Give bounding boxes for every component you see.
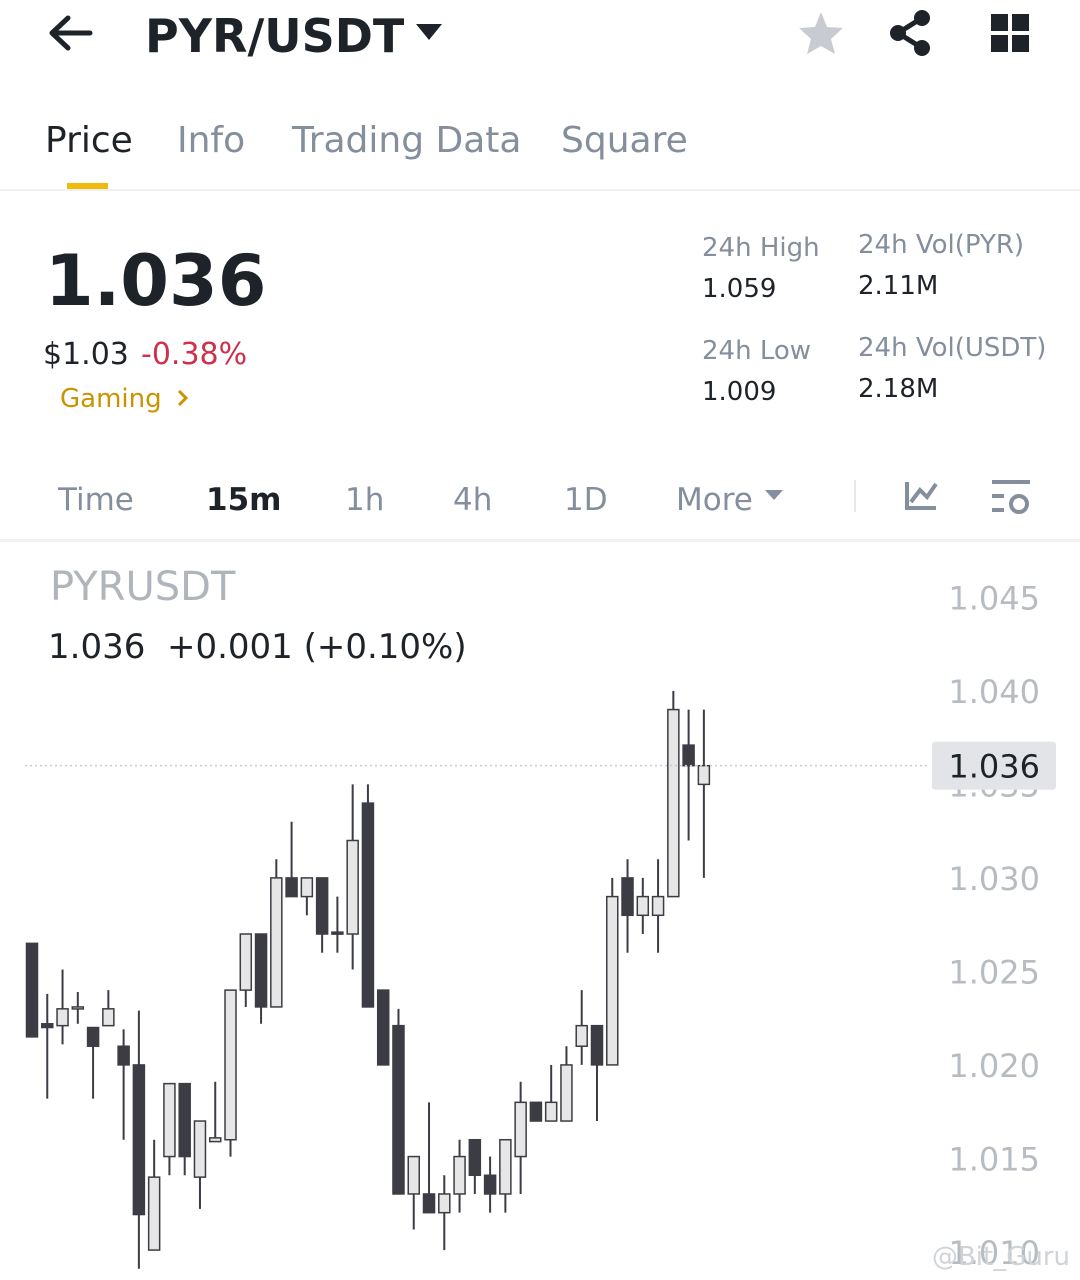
candle-body: [41, 1023, 54, 1029]
interval[interactable]: 15m: [206, 482, 281, 518]
candle-body: [25, 942, 39, 1038]
last-price-label: 1.036: [948, 748, 1040, 786]
candle-body: [132, 1064, 146, 1216]
interval[interactable]: More: [676, 482, 753, 518]
stat-label: 24h Vol(PYR): [858, 230, 1024, 260]
candle-body: [331, 931, 344, 935]
candle-body: [102, 1008, 115, 1027]
candle-body: [224, 989, 237, 1141]
candle-body: [71, 1006, 85, 1010]
pair-title[interactable]: PYR/USDT: [145, 9, 405, 63]
dropdown-icon[interactable]: [416, 24, 442, 40]
candle-body: [651, 895, 665, 917]
candle-body: [636, 895, 650, 917]
candle-body: [147, 1176, 161, 1251]
tab[interactable]: Info: [177, 120, 245, 161]
interval[interactable]: 1D: [564, 482, 608, 518]
candle-body: [468, 1138, 482, 1177]
candle-body: [499, 1138, 512, 1195]
candle-body: [560, 1064, 573, 1122]
stat-label: 24h High: [702, 233, 820, 263]
candle-body: [422, 1193, 436, 1214]
y-tick-label: 1.045: [948, 579, 1040, 617]
candle-body: [163, 1082, 176, 1158]
back-icon[interactable]: [49, 15, 93, 51]
candle-body: [178, 1082, 191, 1158]
last-price-box: [932, 741, 1056, 790]
last-price: 1.036: [45, 240, 266, 322]
grid-icon[interactable]: [991, 14, 1029, 52]
tab[interactable]: Trading Data: [291, 120, 521, 161]
candle-body: [697, 764, 711, 786]
tab-indicator: [67, 183, 108, 189]
stat-label: 24h Vol(USDT): [858, 333, 1046, 363]
y-tick-label: 1.030: [948, 860, 1040, 898]
candle-body: [621, 877, 634, 917]
usd-price: $1.03: [43, 337, 129, 372]
settings-icon[interactable]: [992, 480, 1030, 514]
stat-label: 24h Low: [702, 336, 811, 366]
y-tick-label: 1.015: [948, 1140, 1040, 1178]
candle-body: [606, 895, 619, 1066]
candle-body: [575, 1024, 588, 1047]
interval[interactable]: 1h: [345, 482, 384, 518]
candle-body: [590, 1024, 604, 1066]
candle-body: [438, 1193, 451, 1214]
chart-title: PYRUSDT: [50, 564, 236, 610]
candle-body: [239, 933, 253, 991]
candle-body: [544, 1101, 558, 1122]
y-tick-label: 1.020: [948, 1047, 1040, 1085]
candle-body: [667, 708, 680, 898]
chart-subtitle: 1.036 +0.001 (+0.10%): [48, 627, 467, 667]
share-icon[interactable]: [890, 10, 930, 56]
dropdown-icon: [765, 490, 783, 500]
candle-body: [193, 1120, 207, 1178]
candle-body: [86, 1026, 100, 1047]
watermark: @Bit_Guru: [932, 1242, 1070, 1272]
candle-body: [300, 877, 314, 898]
candle-body: [270, 877, 283, 1008]
candle-body: [682, 744, 695, 767]
candle-body: [407, 1155, 420, 1195]
chevron-icon: [177, 389, 189, 407]
indicator-icon[interactable]: [905, 482, 938, 510]
tab[interactable]: Square: [561, 120, 688, 161]
candle-body: [254, 933, 268, 1008]
candle-body: [361, 802, 375, 1008]
candle-body: [56, 1008, 69, 1027]
y-tick-label: 1.010: [948, 1234, 1040, 1272]
candle-body: [285, 877, 298, 898]
candle-body: [117, 1045, 130, 1066]
y-tick-label: 1.025: [948, 953, 1040, 991]
candle-body: [529, 1101, 543, 1122]
interval[interactable]: Time: [57, 482, 134, 518]
stat-value: 2.18M: [858, 374, 938, 404]
candle-body: [346, 839, 359, 935]
stat-value: 1.009: [702, 377, 776, 407]
candle-body: [514, 1101, 527, 1158]
tab[interactable]: Price: [45, 120, 133, 161]
divider: [0, 539, 1080, 542]
candle-body: [315, 877, 329, 935]
plot: 1.0451.0401.0351.0301.0251.0201.0151.010…: [25, 579, 1056, 1272]
candle-body: [453, 1155, 466, 1195]
divider: [0, 189, 1080, 191]
candle-body: [208, 1137, 222, 1143]
price-change: -0.38%: [141, 337, 247, 372]
candle-body: [483, 1174, 497, 1195]
candle-body: [392, 1024, 405, 1195]
interval[interactable]: 4h: [453, 482, 492, 518]
separator: [854, 480, 856, 512]
star-icon[interactable]: [799, 12, 843, 54]
candle-body: [376, 989, 390, 1066]
y-tick-label: 1.040: [948, 673, 1040, 711]
stat-value: 1.059: [702, 274, 776, 304]
stat-value: 2.11M: [858, 271, 938, 301]
sector-tag[interactable]: Gaming: [60, 384, 162, 414]
